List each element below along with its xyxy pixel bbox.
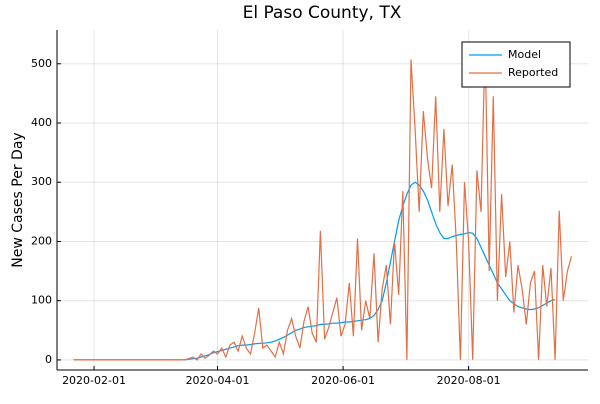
x-tick-label: 2020-08-01 bbox=[437, 374, 501, 387]
y-tick-label: 100 bbox=[31, 294, 52, 307]
legend-box bbox=[461, 41, 571, 88]
legend-label: Reported bbox=[508, 66, 558, 79]
y-tick-label: 500 bbox=[31, 57, 52, 70]
series-line bbox=[73, 41, 573, 361]
y-tick-label: 0 bbox=[45, 353, 52, 366]
legend-label: Model bbox=[508, 48, 541, 61]
x-tick-label: 2020-02-01 bbox=[62, 374, 126, 387]
y-axis-label: New Cases Per Day bbox=[10, 132, 26, 267]
x-tick-label: 2020-06-01 bbox=[311, 374, 375, 387]
y-tick-label: 200 bbox=[31, 234, 52, 247]
x-tick-label: 2020-04-01 bbox=[186, 374, 250, 387]
chart-title: El Paso County, TX bbox=[243, 3, 402, 23]
series-line bbox=[73, 181, 556, 361]
y-tick-label: 400 bbox=[31, 116, 52, 129]
y-tick-label: 300 bbox=[31, 175, 52, 188]
